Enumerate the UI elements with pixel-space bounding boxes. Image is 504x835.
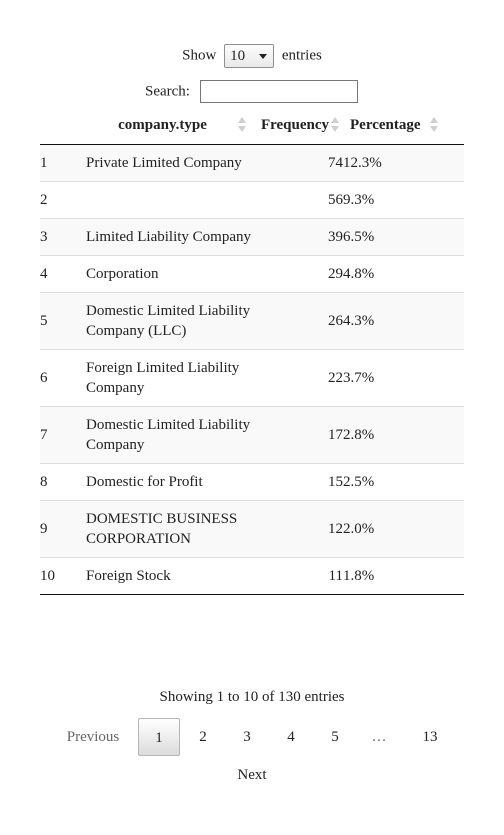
cell-percentage: 2.5%	[343, 463, 464, 501]
cell-index: 6	[40, 349, 86, 407]
table-header-row: company.type Frequency Percentage	[40, 106, 464, 145]
length-menu-suffix: entries	[281, 47, 322, 64]
cell-company-type: Private Limited Company	[86, 155, 242, 171]
cell-company-type: Limited Liability Company	[86, 218, 259, 256]
table-info: Showing 1 to 10 of 130 entries	[159, 689, 345, 705]
cell-percentage: 3.7%	[343, 349, 464, 407]
table-row: 10 Foreign Stock 11 1.8%	[40, 557, 464, 595]
search-input[interactable]	[199, 80, 358, 104]
cell-percentage: 2.0%	[343, 500, 464, 558]
cell-index: 4	[40, 255, 86, 293]
column-header-company-type[interactable]: company.type	[86, 106, 259, 145]
cell-index: 5	[40, 292, 86, 350]
cell-company-type: Domestic Limited Liability Company (LLC)	[86, 292, 259, 350]
table-row: 9 DOMESTIC BUSINESS CORPORATION 12 2.0%	[40, 500, 464, 558]
data-table: company.type Frequency Percentage 1 Priv…	[40, 106, 464, 595]
cell-index: 3	[40, 218, 86, 256]
length-menu: Show 10 entries	[0, 42, 504, 69]
cell-frequency: 12	[259, 500, 343, 558]
page-button-4[interactable]: 4	[287, 729, 295, 745]
page-button-3[interactable]: 3	[243, 729, 251, 745]
cell-index: 10	[40, 557, 86, 595]
cell-frequency: 39	[259, 218, 343, 256]
cell-company-type: Corporation	[86, 255, 259, 293]
search-filter: Search:	[145, 79, 358, 104]
column-header-percentage[interactable]: Percentage	[343, 106, 464, 145]
cell-company-type: Domestic Limited Liability Company	[86, 406, 259, 464]
page-button-13[interactable]: 13	[422, 729, 438, 745]
cell-percentage: 2.8%	[343, 406, 464, 464]
cell-frequency: 74	[328, 155, 343, 171]
page-button-2[interactable]: 2	[199, 729, 207, 745]
column-header-frequency-label: Frequency	[260, 116, 329, 133]
cell-index: 8	[40, 463, 86, 501]
cell-company-type: Domestic for Profit	[86, 463, 259, 501]
cell-company-type: Foreign Stock	[86, 557, 259, 595]
pagination: Previous 1 2 3 4 5 … 13	[0, 718, 504, 758]
sort-icon	[430, 117, 438, 133]
table-row: 3 Limited Liability Company 39 6.5%	[40, 218, 464, 256]
column-header-frequency[interactable]: Frequency	[259, 106, 343, 145]
cell-company-type	[86, 181, 259, 219]
table-row: 7 Domestic Limited Liability Company 17 …	[40, 406, 464, 464]
cell-frequency: 29	[259, 255, 343, 293]
entries-select-value: 10	[230, 47, 246, 64]
entries-select[interactable]: 10	[224, 43, 275, 68]
cell-percentage: 1.8%	[343, 557, 464, 595]
sort-icon	[238, 117, 246, 133]
page-button-1[interactable]: 1	[138, 718, 180, 756]
sort-icon	[331, 117, 339, 133]
page-ellipsis: …	[371, 729, 387, 745]
cell-frequency: 22	[259, 349, 343, 407]
column-header-index[interactable]	[40, 106, 86, 145]
page-button-5[interactable]: 5	[331, 729, 339, 745]
next-button[interactable]: Next	[237, 767, 267, 783]
cell-percentage: 4.8%	[343, 255, 464, 293]
cell-frequency: 11	[259, 557, 343, 595]
cell-frequency: 17	[259, 406, 343, 464]
cell-index: 7	[40, 406, 86, 464]
cell-percentage: 6.5%	[343, 218, 464, 256]
column-header-company-type-label: company.type	[118, 116, 207, 133]
search-label: Search:	[145, 83, 190, 100]
cell-frequency: 56	[259, 181, 343, 219]
cell-percentage: 9.3%	[343, 181, 464, 219]
length-menu-prefix: Show	[182, 47, 217, 64]
cell-index: 2	[40, 181, 86, 219]
column-header-percentage-label: Percentage	[350, 116, 421, 133]
table-row: 2 56 9.3%	[40, 181, 464, 219]
previous-button[interactable]: Previous	[66, 729, 120, 745]
table-row: 6 Foreign Limited Liability Company 22 3…	[40, 349, 464, 407]
table-row: 1 Private Limited Company 74 12.3%	[40, 144, 464, 182]
table-row: 8 Domestic for Profit 15 2.5%	[40, 463, 464, 501]
table-row: 5 Domestic Limited Liability Company (LL…	[40, 292, 464, 350]
cell-index: 9	[40, 500, 86, 558]
cell-company-type: Foreign Limited Liability Company	[86, 349, 259, 407]
cell-company-type: DOMESTIC BUSINESS CORPORATION	[86, 500, 259, 558]
cell-percentage: 12.3%	[343, 155, 382, 171]
cell-frequency: 15	[259, 463, 343, 501]
cell-percentage: 4.3%	[343, 292, 464, 350]
chevron-down-icon	[259, 53, 268, 59]
cell-index: 1	[40, 155, 48, 171]
cell-frequency: 26	[259, 292, 343, 350]
table-row: 4 Corporation 29 4.8%	[40, 255, 464, 293]
